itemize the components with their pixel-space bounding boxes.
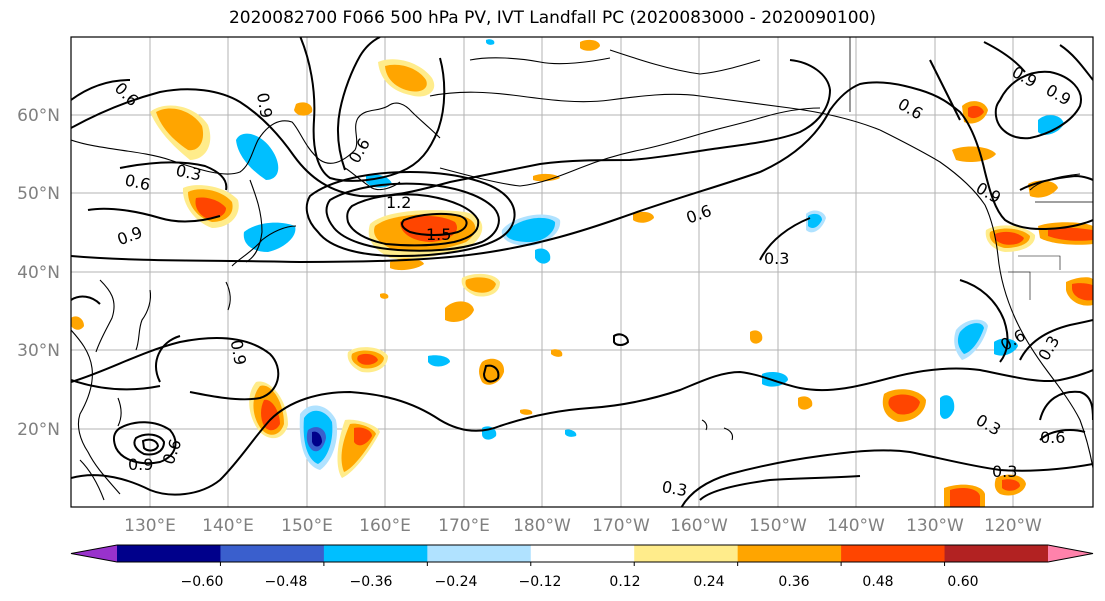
colorbar-segment xyxy=(220,545,325,562)
colorbar-tick-label: 0.12 xyxy=(609,574,640,590)
colorbar-segment xyxy=(323,545,428,562)
contour-label: 0.9 xyxy=(227,338,250,366)
contour-label: 0.9 xyxy=(253,91,276,119)
contour-label: 0.6 xyxy=(1040,428,1065,447)
colorbar-tick-label: 0.36 xyxy=(778,574,809,590)
longitude-labels: 130°E 140°E 150°E 160°E 170°E 180°W 170°… xyxy=(124,516,1042,536)
colorbar-tick-label: 0.60 xyxy=(947,574,978,590)
lon-label: 130°W xyxy=(906,516,964,536)
map-frame xyxy=(70,36,1094,508)
colorbar-tick-label: 0.48 xyxy=(862,574,893,590)
colorbar: −0.60 −0.48 −0.36 −0.24 −0.12 0.12 0.24 … xyxy=(70,544,1094,590)
contour-label: 0.3 xyxy=(992,462,1017,481)
latitude-labels: 60°N 50°N 40°N 30°N 20°N xyxy=(17,106,60,440)
lat-label: 50°N xyxy=(17,184,60,204)
ivt-contours xyxy=(71,37,1093,507)
contour-label: 0.3 xyxy=(174,161,203,185)
negative-anomaly-fills xyxy=(236,39,1064,470)
colorbar-extend-min xyxy=(71,545,117,562)
lat-label: 40°N xyxy=(17,263,60,283)
lon-label: 170°W xyxy=(592,516,650,536)
contour-label: 0.9 xyxy=(128,455,153,474)
contour-label: 1.5 xyxy=(426,225,451,244)
contour-label: 0.6 xyxy=(123,170,152,194)
colorbar-segment xyxy=(427,545,532,562)
lon-label: 170°E xyxy=(438,516,490,536)
colorbar-segment xyxy=(944,545,1049,562)
lat-label: 60°N xyxy=(17,106,60,126)
colorbar-ticks: −0.60 −0.48 −0.36 −0.24 −0.12 0.12 0.24 … xyxy=(181,562,979,590)
lon-label: 150°W xyxy=(749,516,807,536)
contour-label: 1.2 xyxy=(386,193,411,212)
coastlines xyxy=(71,37,1093,501)
lon-label: 140°W xyxy=(827,516,885,536)
colorbar-segment xyxy=(634,545,739,562)
lon-label: 180°W xyxy=(513,516,571,536)
lon-label: 160°W xyxy=(670,516,728,536)
colorbar-tick-label: −0.36 xyxy=(350,574,393,590)
colorbar-tick-label: 0.24 xyxy=(693,574,724,590)
colorbar-tick-label: −0.24 xyxy=(435,574,478,590)
colorbar-segment xyxy=(117,545,221,562)
lon-label: 160°E xyxy=(359,516,411,536)
colorbar-tick-label: −0.60 xyxy=(181,574,224,590)
colorbar-tick-label: −0.12 xyxy=(519,574,562,590)
colorbar-tick-label: −0.48 xyxy=(265,574,308,590)
lat-label: 20°N xyxy=(17,420,60,440)
colorbar-segments xyxy=(70,544,1094,563)
lon-label: 140°E xyxy=(202,516,254,536)
contour-label: 0.3 xyxy=(660,477,688,500)
colorbar-segment xyxy=(841,545,946,562)
colorbar-extend-max xyxy=(1048,545,1093,562)
lon-label: 150°E xyxy=(281,516,333,536)
lon-label: 130°E xyxy=(124,516,176,536)
colorbar-outline xyxy=(70,544,1094,563)
contour-label: 0.3 xyxy=(764,249,789,268)
map-title: 2020082700 F066 500 hPa PV, IVT Landfall… xyxy=(228,8,876,28)
colorbar-segment xyxy=(737,545,842,562)
lat-label: 30°N xyxy=(17,341,60,361)
colorbar-segment xyxy=(530,545,635,562)
lon-label: 120°W xyxy=(984,516,1042,536)
